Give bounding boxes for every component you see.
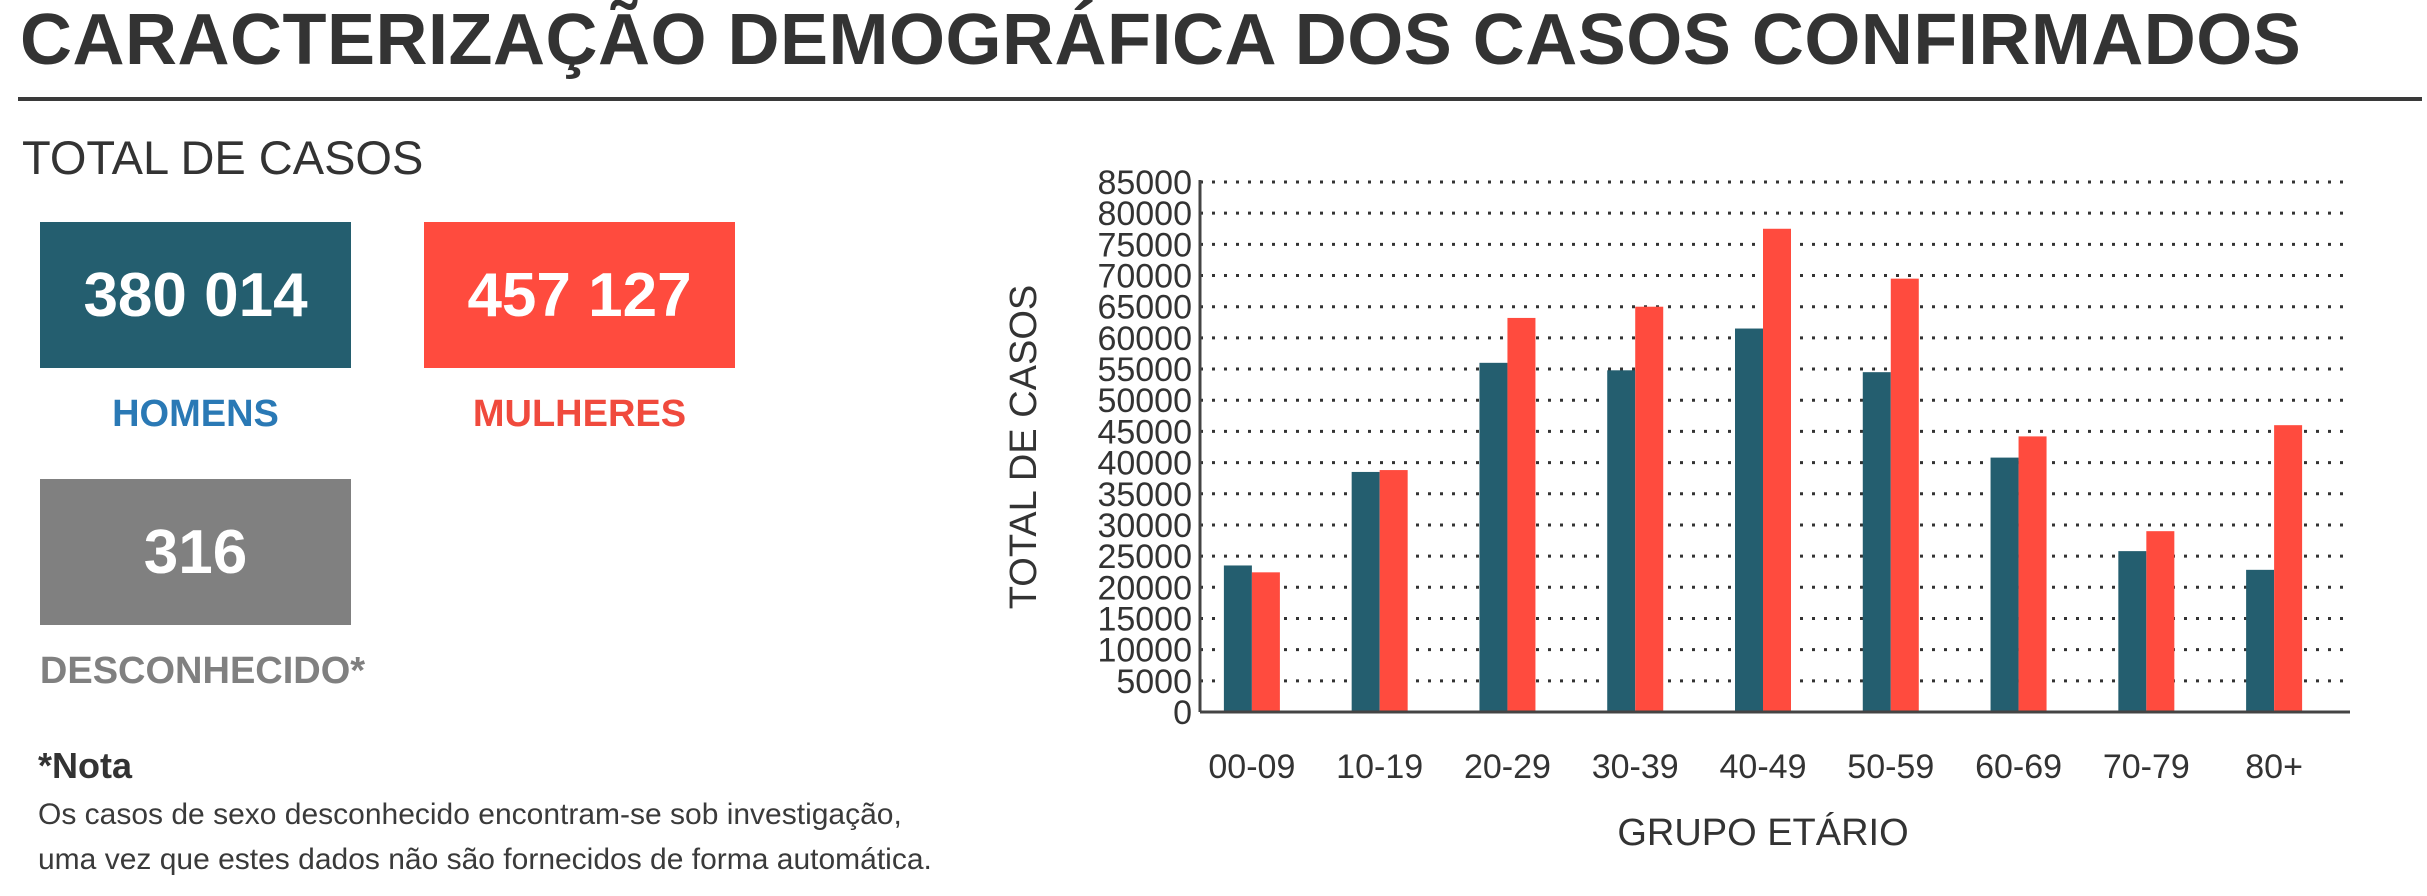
y-tick-label: 75000 <box>1097 226 1192 264</box>
x-tick-label: 10-19 <box>1336 748 1423 786</box>
y-tick-label: 20000 <box>1097 569 1192 607</box>
women-label: MULHERES <box>472 393 687 435</box>
y-tick-label: 15000 <box>1097 600 1192 638</box>
y-axis-ticks: 0500010000150002000025000300003500040000… <box>1097 164 1192 732</box>
y-tick-label: 60000 <box>1097 320 1192 358</box>
title-divider <box>18 97 2422 101</box>
bar-series-1-80+ <box>2246 569 2275 712</box>
x-tick-label: 30-39 <box>1592 748 1679 786</box>
y-tick-label: 65000 <box>1097 289 1192 327</box>
women-total-box: 457 127 <box>424 222 735 368</box>
y-tick-label: 40000 <box>1097 445 1192 483</box>
note-text-line-2: uma vez que estes dados não são fornecid… <box>38 843 932 876</box>
y-tick-label: 85000 <box>1097 164 1192 202</box>
y-tick-label: 45000 <box>1097 413 1192 451</box>
women-total-value: 457 127 <box>467 260 692 330</box>
bar-series-2-30-39 <box>1635 306 1664 712</box>
bar-series-1-20-29 <box>1479 362 1508 712</box>
x-tick-label: 00-09 <box>1208 748 1295 786</box>
bar-series-1-40-49 <box>1735 328 1763 712</box>
men-total-value: 380 014 <box>83 260 308 330</box>
unknown-label: DESCONHECIDO* <box>39 650 366 692</box>
x-tick-label: 50-59 <box>1847 748 1934 786</box>
y-tick-label: 10000 <box>1097 632 1192 670</box>
unknown-total-value: 316 <box>143 517 248 587</box>
x-tick-label: 60-69 <box>1975 748 2062 786</box>
bar-series-2-50-59 <box>1890 278 1919 712</box>
y-tick-label: 0 <box>1173 694 1192 732</box>
bar-series-1-30-39 <box>1607 370 1636 712</box>
x-tick-label: 80+ <box>2245 748 2303 786</box>
bar-series-2-20-29 <box>1507 317 1536 712</box>
bar-series-2-60-69 <box>2018 436 2047 712</box>
x-tick-label: 70-79 <box>2103 748 2190 786</box>
total-cases-heading: TOTAL DE CASOS <box>22 131 424 184</box>
bar-series-1-50-59 <box>1862 372 1891 712</box>
chart-bars <box>1223 228 2303 712</box>
y-tick-label: 25000 <box>1097 538 1192 576</box>
bar-series-1-00-09 <box>1223 565 1252 712</box>
y-tick-label: 5000 <box>1116 663 1192 701</box>
bar-series-1-10-19 <box>1351 471 1380 712</box>
y-axis-title: TOTAL DE CASOS <box>1003 285 1045 609</box>
bar-series-1-60-69 <box>1990 457 2019 712</box>
men-total-box: 380 014 <box>40 222 351 368</box>
x-tick-label: 20-29 <box>1464 748 1551 786</box>
y-tick-label: 50000 <box>1097 382 1192 420</box>
bar-series-2-80+ <box>2274 425 2303 712</box>
unknown-total-box: 316 <box>40 479 351 625</box>
y-tick-label: 30000 <box>1097 507 1192 545</box>
x-axis-ticks: 00-09 10-19 20-29 30-39 40-49 50-59 60-69 70-79… <box>1208 748 2303 786</box>
x-tick-label: 40-49 <box>1720 748 1807 786</box>
y-tick-label: 55000 <box>1097 351 1192 389</box>
y-tick-label: 35000 <box>1097 476 1192 514</box>
chart-axes <box>1198 180 2350 714</box>
bar-series-1-70-79 <box>2118 551 2147 712</box>
y-tick-label: 80000 <box>1097 195 1192 233</box>
bar-series-2-00-09 <box>1251 572 1280 712</box>
bar-series-2-40-49 <box>1763 228 1791 712</box>
page-title: CARACTERIZAÇÃO DEMOGRÁFICA DOS CASOS CON… <box>20 0 2302 80</box>
note-title: *Nota <box>38 745 133 786</box>
men-label: HOMENS <box>112 393 279 435</box>
x-axis-title: GRUPO ETÁRIO <box>1617 811 1908 854</box>
bar-series-2-10-19 <box>1379 470 1408 712</box>
y-tick-label: 70000 <box>1097 258 1192 296</box>
note-text-line-1: Os casos de sexo desconhecido encontram-… <box>38 798 902 831</box>
bar-series-2-70-79 <box>2146 531 2175 712</box>
